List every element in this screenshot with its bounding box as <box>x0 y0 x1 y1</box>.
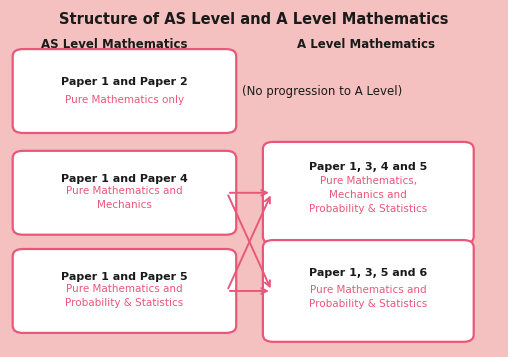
FancyBboxPatch shape <box>13 249 236 333</box>
Text: Paper 1 and Paper 4: Paper 1 and Paper 4 <box>61 174 188 184</box>
Text: Paper 1 and Paper 5: Paper 1 and Paper 5 <box>61 272 188 282</box>
Text: AS Level Mathematics: AS Level Mathematics <box>41 38 187 51</box>
FancyBboxPatch shape <box>263 240 473 342</box>
Text: Pure Mathematics,
Mechanics and
Probability & Statistics: Pure Mathematics, Mechanics and Probabil… <box>309 176 427 213</box>
Text: Paper 1, 3, 5 and 6: Paper 1, 3, 5 and 6 <box>309 268 427 278</box>
Text: (No progression to A Level): (No progression to A Level) <box>242 85 403 97</box>
FancyBboxPatch shape <box>13 151 236 235</box>
Text: Pure Mathematics and
Probability & Statistics: Pure Mathematics and Probability & Stati… <box>309 285 427 309</box>
FancyBboxPatch shape <box>263 142 473 243</box>
FancyBboxPatch shape <box>13 49 236 133</box>
Text: Pure Mathematics and
Probability & Statistics: Pure Mathematics and Probability & Stati… <box>66 284 183 308</box>
Text: Paper 1, 3, 4 and 5: Paper 1, 3, 4 and 5 <box>309 161 427 172</box>
Text: Pure Mathematics only: Pure Mathematics only <box>65 95 184 105</box>
Text: Structure of AS Level and A Level Mathematics: Structure of AS Level and A Level Mathem… <box>59 12 449 27</box>
Text: A Level Mathematics: A Level Mathematics <box>297 38 435 51</box>
Text: Paper 1 and Paper 2: Paper 1 and Paper 2 <box>61 77 188 87</box>
Text: Pure Mathematics and
Mechanics: Pure Mathematics and Mechanics <box>66 186 183 210</box>
